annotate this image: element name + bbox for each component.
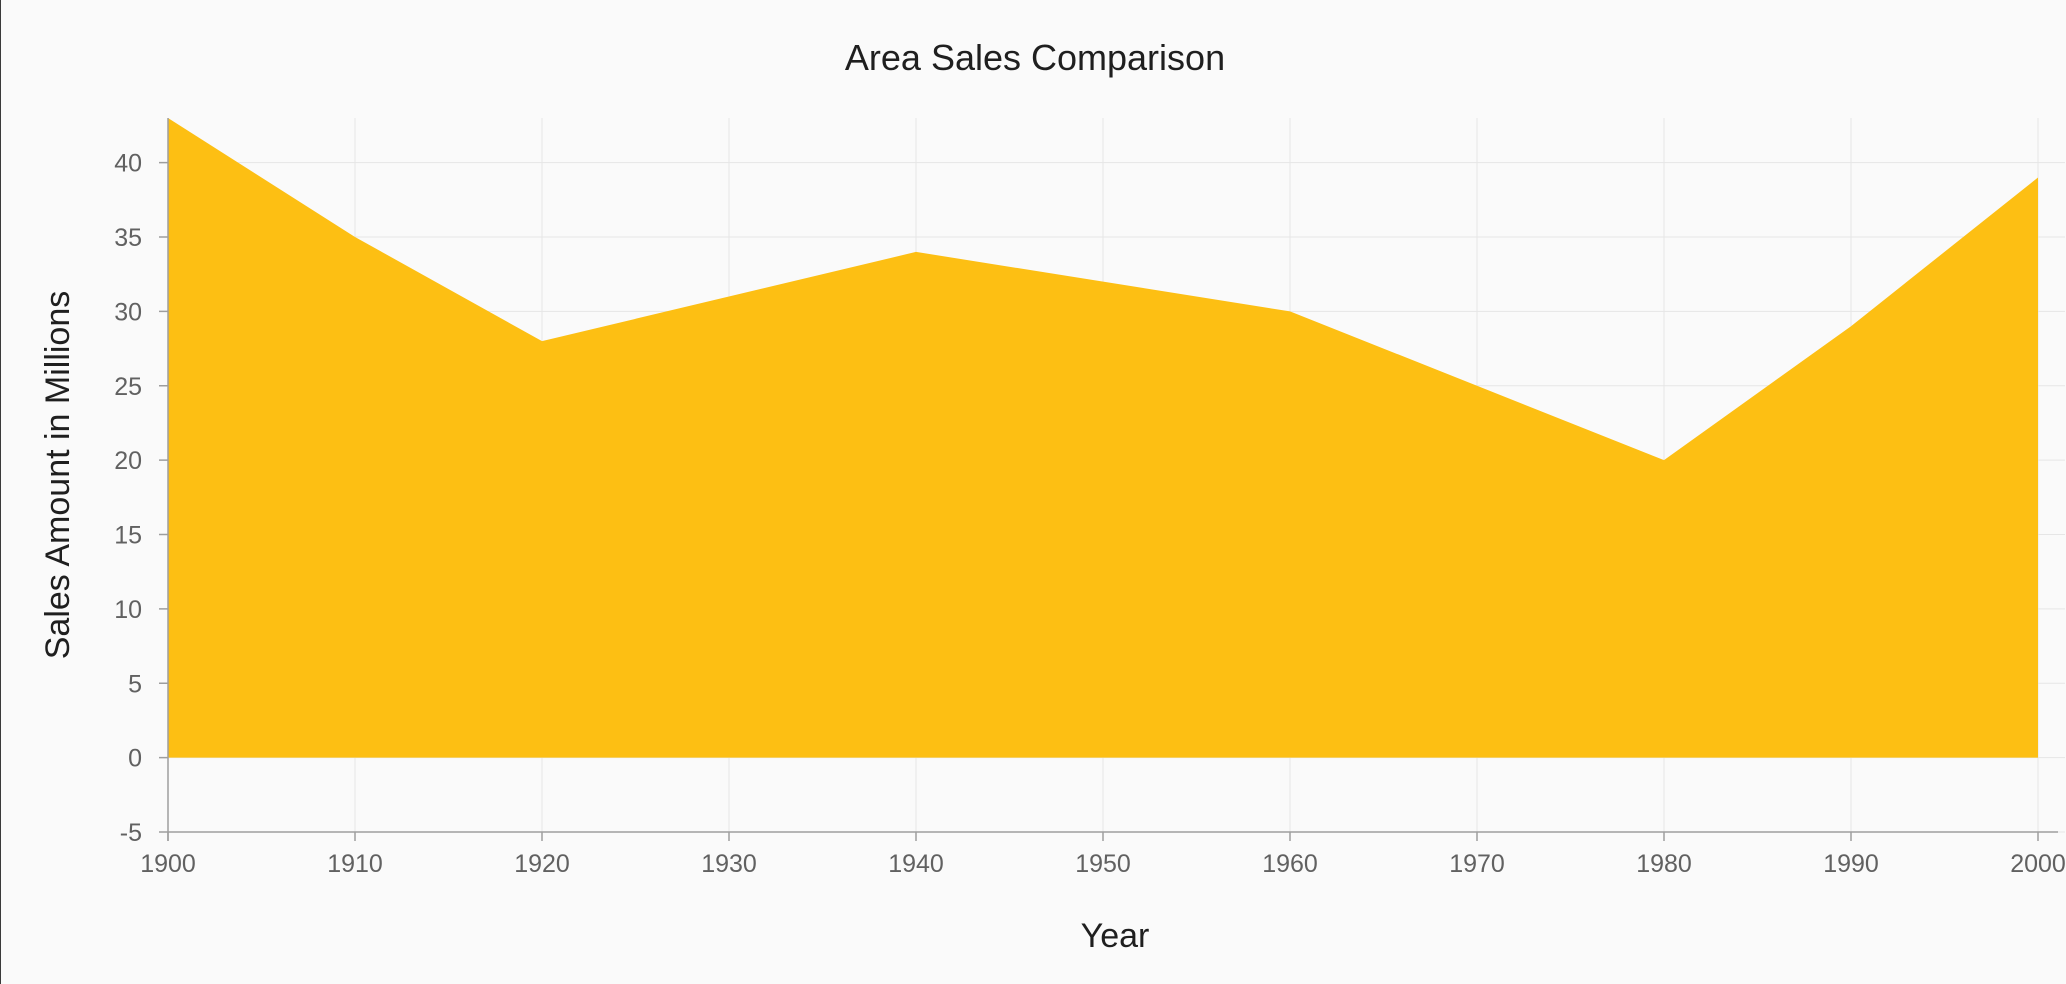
area-data-point — [914, 250, 918, 254]
x-tick-label: 1970 — [1449, 850, 1505, 878]
chart-title: Area Sales Comparison — [845, 37, 1225, 78]
x-tick-label: 1900 — [140, 850, 196, 878]
x-tick-label: 1910 — [327, 850, 383, 878]
y-tick-label: 10 — [114, 596, 142, 624]
x-axis-title: Year — [1081, 917, 1150, 955]
y-tick-label: 5 — [128, 670, 142, 698]
x-tick-label: 1960 — [1262, 850, 1318, 878]
x-tick-label: 1980 — [1636, 850, 1692, 878]
area-layer — [168, 118, 2040, 758]
area-data-point — [1288, 309, 1292, 313]
y-tick-label: 40 — [114, 150, 142, 178]
x-tick-labels: 1900 1910 1920 1930 1940 1950 1960 1970 1980 1990… — [140, 850, 2065, 878]
x-tick-label: 1940 — [888, 850, 944, 878]
y-axis-title: Sales Amount in Millions — [39, 291, 77, 660]
y-tick-label: -5 — [120, 819, 142, 847]
area-data-point — [540, 339, 544, 343]
y-tick-label: 35 — [114, 224, 142, 252]
y-tick-labels: -5 0 5 10 15 20 25 30 35 40 — [114, 150, 142, 847]
y-tick-label: 0 — [128, 745, 142, 773]
area-data-point — [353, 235, 357, 239]
area-series-fill — [168, 118, 2038, 758]
area-data-point — [2036, 176, 2040, 180]
x-tick-label: 1990 — [1823, 850, 1879, 878]
x-tick-label: 1930 — [701, 850, 757, 878]
axis-layer — [159, 118, 2058, 841]
area-data-point — [1662, 458, 1666, 462]
x-tick-label: 1920 — [514, 850, 570, 878]
y-tick-label: 25 — [114, 373, 142, 401]
y-tick-label: 30 — [114, 298, 142, 326]
x-tick-label: 1950 — [1075, 850, 1131, 878]
y-tick-label: 15 — [114, 522, 142, 550]
y-tick-label: 20 — [114, 447, 142, 475]
x-tick-label: 2000 — [2010, 850, 2065, 878]
area-data-point — [1849, 324, 1853, 328]
